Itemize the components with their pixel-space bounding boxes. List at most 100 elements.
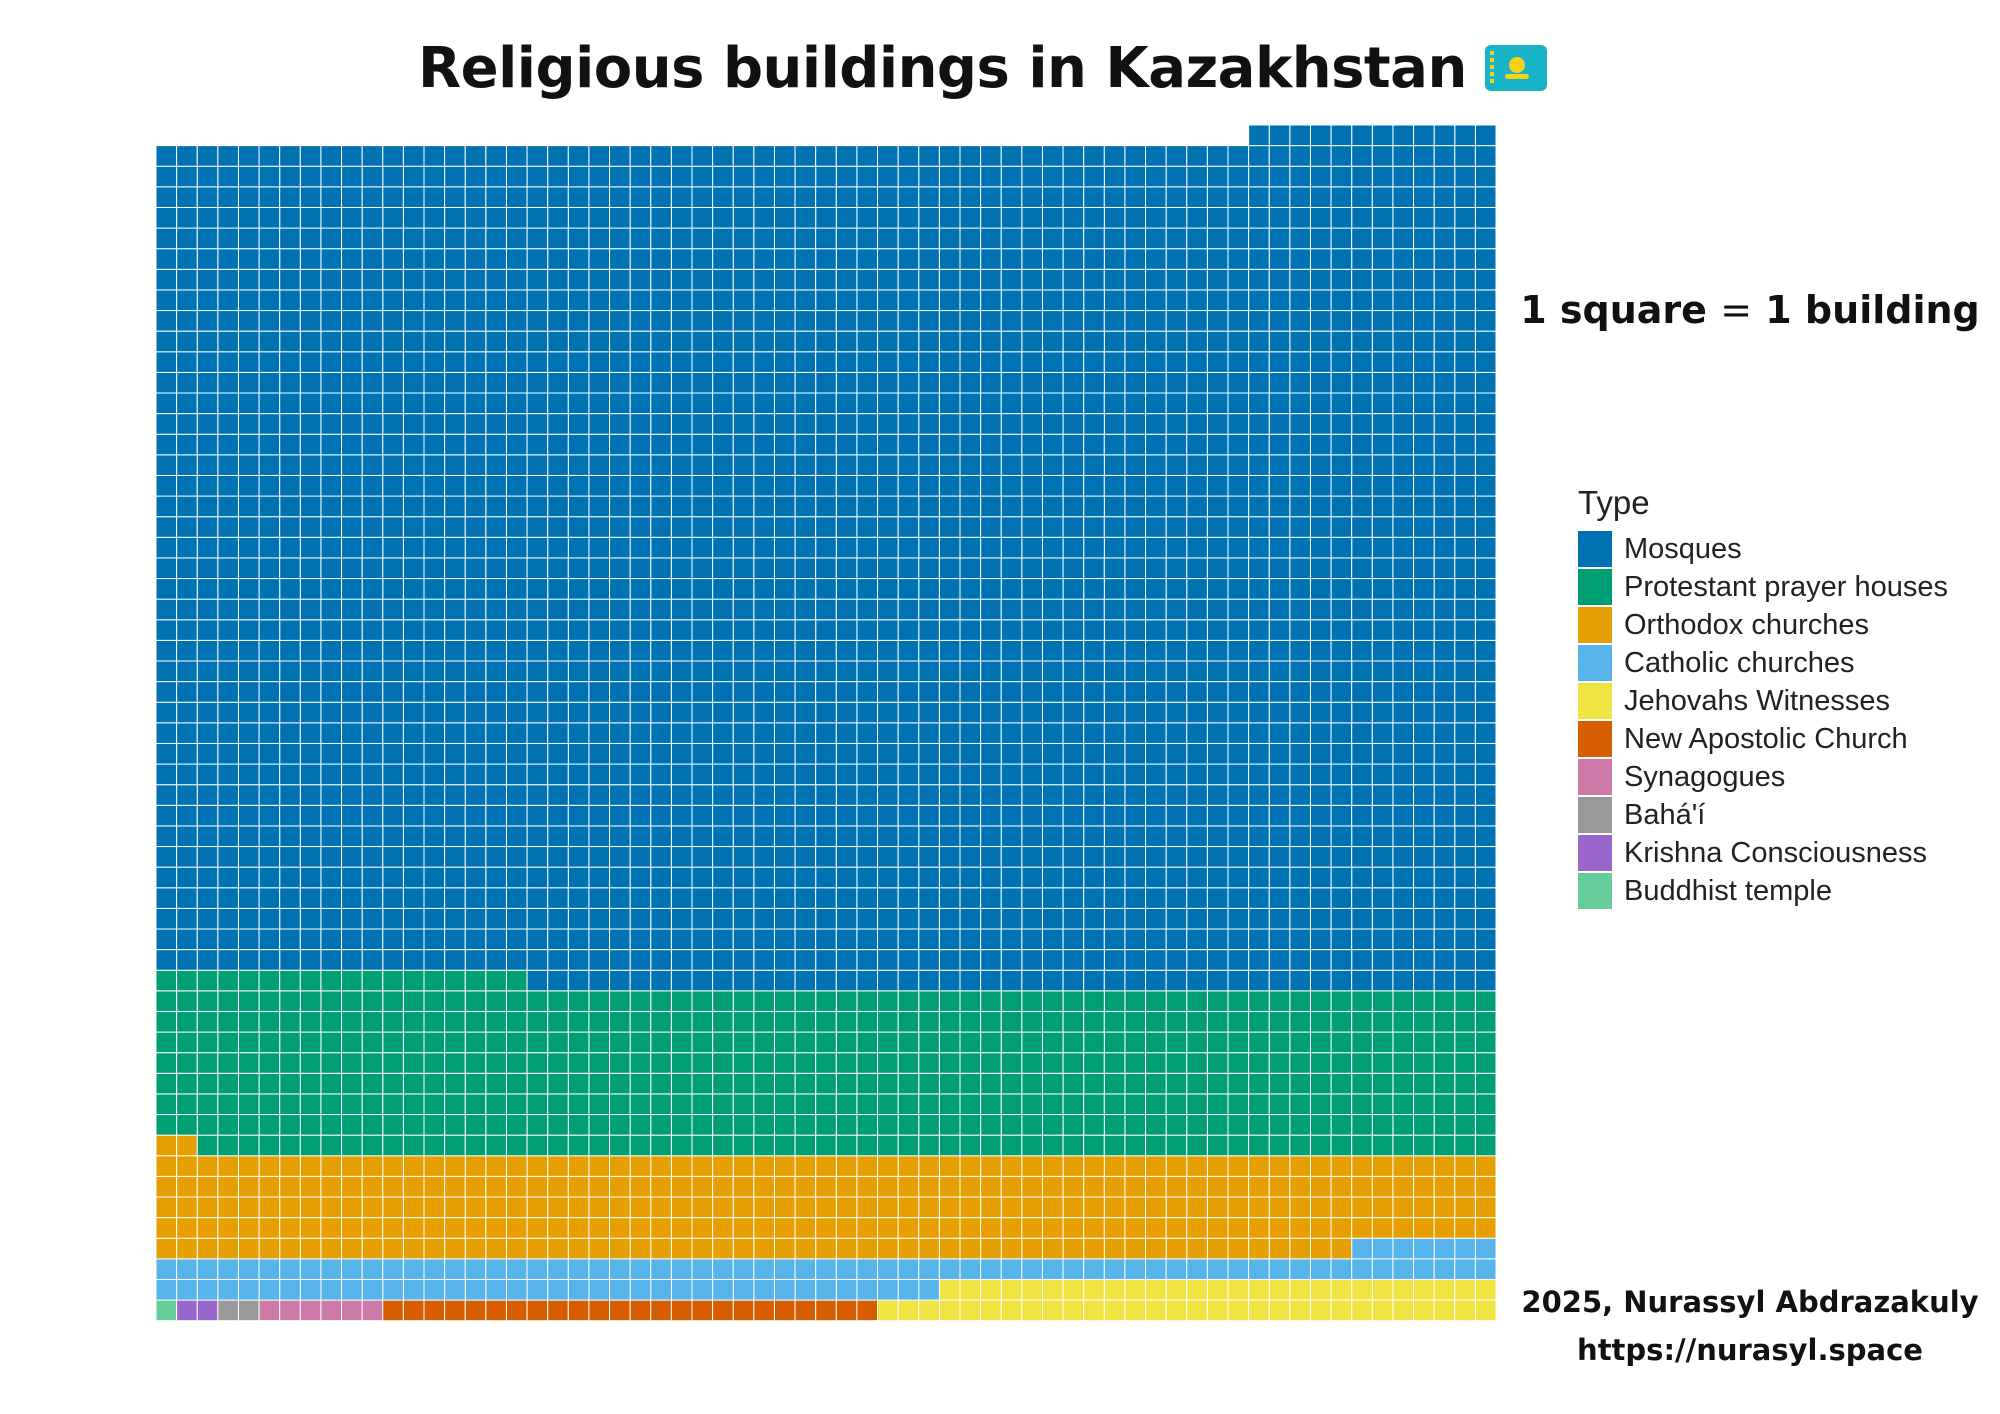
waffle-square-mosques (237, 619, 260, 641)
waffle-square-orthodox-churches (156, 1175, 178, 1198)
waffle-square-orthodox-churches (485, 1196, 507, 1219)
waffle-square-mosques (650, 907, 672, 930)
waffle-square-protestant-prayer-houses (670, 1072, 693, 1095)
waffle-square-mosques (670, 619, 693, 641)
waffle-square-mosques (464, 165, 487, 188)
waffle-square-mosques (1124, 289, 1147, 312)
waffle-square-mosques (402, 536, 425, 559)
waffle-square-mosques (237, 268, 260, 291)
waffle-square-orthodox-churches (279, 1196, 301, 1219)
waffle-square-mosques (1124, 268, 1147, 291)
waffle-square-mosques (196, 165, 219, 188)
waffle-square-orthodox-churches (670, 1217, 693, 1239)
waffle-square-mosques (588, 289, 611, 312)
waffle-square-mosques (464, 701, 487, 724)
waffle-square-mosques (1248, 145, 1270, 167)
waffle-square-mosques (897, 454, 920, 476)
waffle-square-protestant-prayer-houses (217, 1010, 239, 1033)
waffle-square-mosques (1268, 866, 1291, 889)
waffle-square-mosques (196, 907, 219, 930)
waffle-square-mosques (237, 330, 260, 353)
legend-label: Catholic churches (1624, 646, 1855, 679)
waffle-square-mosques (341, 825, 363, 848)
waffle-square-protestant-prayer-houses (1124, 1093, 1147, 1116)
waffle-square-mosques (609, 454, 631, 476)
waffle-square-mosques (1083, 949, 1105, 971)
waffle-square-mosques (1268, 392, 1291, 415)
waffle-square-protestant-prayer-houses (1000, 990, 1023, 1012)
waffle-square-mosques (1083, 227, 1105, 250)
waffle-square-mosques (1268, 454, 1291, 476)
waffle-square-mosques (1206, 351, 1229, 373)
waffle-square-catholic-churches (1474, 1237, 1496, 1260)
waffle-square-mosques (464, 578, 487, 600)
waffle-square-catholic-churches (897, 1258, 920, 1280)
waffle-square-new-apostolic-church (712, 1299, 734, 1321)
waffle-square-protestant-prayer-houses (547, 1072, 569, 1095)
waffle-square-mosques (526, 268, 549, 291)
waffle-square-mosques (1371, 351, 1394, 373)
waffle-square-protestant-prayer-houses (196, 969, 219, 992)
waffle-square-mosques (856, 804, 879, 827)
waffle-square-mosques (773, 186, 796, 208)
waffle-square-mosques (650, 289, 672, 312)
waffle-square-mosques (877, 639, 899, 662)
waffle-square-mosques (423, 866, 446, 889)
waffle-square-orthodox-churches (526, 1196, 549, 1219)
waffle-square-mosques (1289, 866, 1311, 889)
waffle-square-orthodox-churches (444, 1237, 466, 1260)
waffle-square-mosques (980, 536, 1002, 559)
waffle-square-protestant-prayer-houses (650, 1010, 672, 1033)
waffle-square-mosques (196, 186, 219, 208)
waffle-square-mosques (856, 846, 879, 868)
waffle-square-mosques (217, 887, 239, 909)
waffle-square-mosques (1041, 392, 1064, 415)
waffle-square-protestant-prayer-houses (938, 1072, 961, 1095)
waffle-square-protestant-prayer-houses (258, 1134, 281, 1157)
waffle-square-mosques (1351, 701, 1373, 724)
waffle-square-catholic-churches (1309, 1258, 1332, 1280)
waffle-square-protestant-prayer-houses (670, 990, 693, 1012)
waffle-square-mosques (794, 454, 817, 476)
waffle-square-mosques (526, 392, 549, 415)
waffle-square-mosques (691, 887, 714, 909)
waffle-square-mosques (1186, 248, 1208, 270)
waffle-square-mosques (1268, 536, 1291, 559)
waffle-square-protestant-prayer-houses (444, 1093, 466, 1116)
waffle-square-mosques (1083, 784, 1105, 806)
waffle-square-mosques (444, 701, 466, 724)
waffle-square-orthodox-churches (1083, 1217, 1105, 1239)
waffle-square-mosques (505, 454, 528, 476)
waffle-square-jehovahs-witnesses (1021, 1278, 1043, 1301)
waffle-square-mosques (1145, 784, 1167, 806)
legend-item: Krishna Consciousness (1578, 834, 1998, 872)
waffle-square-mosques (1124, 639, 1147, 662)
waffle-square-mosques (341, 578, 363, 600)
waffle-square-orthodox-churches (794, 1175, 817, 1198)
waffle-square-mosques (588, 701, 611, 724)
waffle-square-mosques (1083, 639, 1105, 662)
waffle-square-jehovahs-witnesses (1083, 1299, 1105, 1321)
waffle-square-mosques (1413, 825, 1435, 848)
waffle-square-mosques (1083, 289, 1105, 312)
waffle-square-mosques (156, 763, 178, 786)
waffle-square-mosques (1248, 660, 1270, 683)
waffle-square-mosques (1474, 784, 1496, 806)
waffle-square-mosques (959, 392, 982, 415)
waffle-square-mosques (1351, 825, 1373, 848)
waffle-square-mosques (980, 227, 1002, 250)
waffle-square-mosques (877, 804, 899, 827)
waffle-square-mosques (1041, 949, 1064, 971)
waffle-square-protestant-prayer-houses (1021, 1052, 1043, 1074)
waffle-square-mosques (341, 227, 363, 250)
waffle-square-mosques (547, 433, 569, 456)
waffle-square-mosques (547, 268, 569, 291)
waffle-square-mosques (423, 454, 446, 476)
waffle-square-mosques (897, 639, 920, 662)
waffle-square-mosques (156, 371, 178, 394)
waffle-square-mosques (464, 598, 487, 621)
waffle-square-orthodox-churches (237, 1196, 260, 1219)
legend-item: Jehovahs Witnesses (1578, 682, 1998, 720)
waffle-square-mosques (526, 371, 549, 394)
waffle-square-orthodox-churches (505, 1155, 528, 1177)
